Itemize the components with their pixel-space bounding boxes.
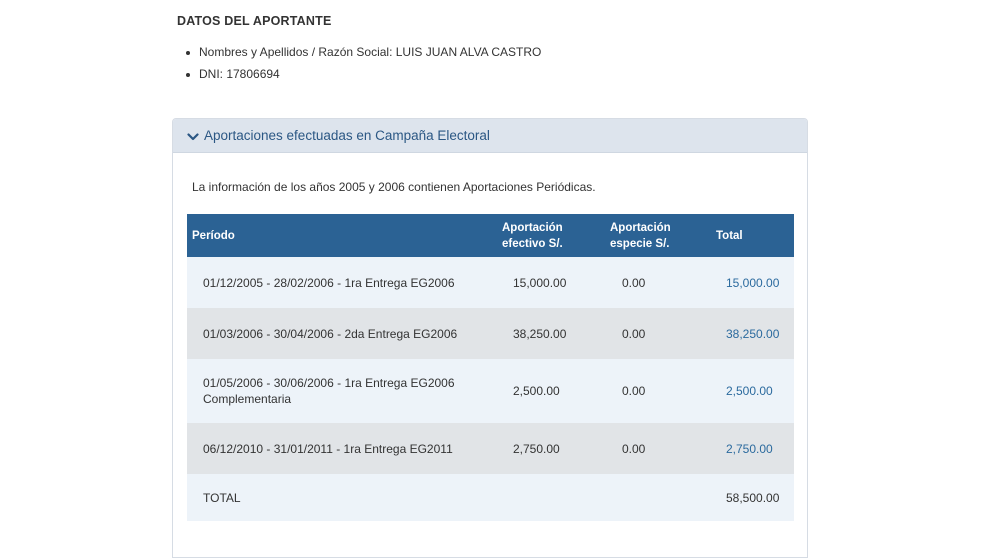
cell-total-link[interactable]: 2,750.00 [716, 423, 794, 474]
col-efectivo-line1: Aportación [502, 221, 563, 234]
list-item: Nombres y Apellidos / Razón Social: LUIS… [184, 44, 541, 66]
cell-empty [502, 474, 610, 521]
cell-especie: 0.00 [610, 423, 716, 474]
cell-especie: 0.00 [610, 359, 716, 423]
table-row: 01/05/2006 - 30/06/2006 - 1ra Entrega EG… [187, 359, 794, 423]
col-total: Total [716, 214, 794, 257]
aportaciones-panel-toggle[interactable]: Aportaciones efectuadas en Campaña Elect… [173, 119, 807, 153]
cell-total-link[interactable]: 38,250.00 [716, 308, 794, 359]
cell-especie: 0.00 [610, 308, 716, 359]
aportante-name: Nombres y Apellidos / Razón Social: LUIS… [199, 45, 542, 59]
cell-periodo: 01/12/2005 - 28/02/2006 - 1ra Entrega EG… [187, 257, 502, 308]
cell-periodo: 06/12/2010 - 31/01/2011 - 1ra Entrega EG… [187, 423, 502, 474]
table-header-row: Período Aportación efectivo S/. Aportaci… [187, 214, 794, 257]
table-total-row: TOTAL 58,500.00 [187, 474, 794, 521]
table-row: 06/12/2010 - 31/01/2011 - 1ra Entrega EG… [187, 423, 794, 474]
cell-efectivo: 2,500.00 [502, 359, 610, 423]
cell-total-link[interactable]: 2,500.00 [716, 359, 794, 423]
info-note: La información de los años 2005 y 2006 c… [192, 180, 596, 194]
cell-total-link[interactable]: 15,000.00 [716, 257, 794, 308]
panel-title: Aportaciones efectuadas en Campaña Elect… [204, 128, 490, 143]
col-efectivo: Aportación efectivo S/. [502, 214, 610, 257]
cell-especie: 0.00 [610, 257, 716, 308]
list-item: DNI: 17806694 [184, 66, 541, 88]
cell-periodo: 01/05/2006 - 30/06/2006 - 1ra Entrega EG… [187, 359, 502, 423]
cell-empty [610, 474, 716, 521]
aportante-info-list: Nombres y Apellidos / Razón Social: LUIS… [184, 44, 541, 88]
chevron-down-icon [187, 130, 199, 142]
cell-efectivo: 15,000.00 [502, 257, 610, 308]
cell-efectivo: 2,750.00 [502, 423, 610, 474]
aportante-dni: DNI: 17806694 [199, 67, 280, 81]
cell-efectivo: 38,250.00 [502, 308, 610, 359]
bullet-icon [186, 73, 190, 77]
total-value: 58,500.00 [716, 474, 794, 521]
col-efectivo-line2: efectivo S/. [502, 237, 563, 250]
col-especie: Aportación especie S/. [610, 214, 716, 257]
table-row: 01/12/2005 - 28/02/2006 - 1ra Entrega EG… [187, 257, 794, 308]
cell-periodo-line2: Complementaria [203, 392, 292, 406]
table-row: 01/03/2006 - 30/04/2006 - 2da Entrega EG… [187, 308, 794, 359]
col-periodo: Período [187, 214, 502, 257]
col-especie-line2: especie S/. [610, 237, 670, 250]
bullet-icon [186, 51, 190, 55]
cell-periodo: 01/03/2006 - 30/04/2006 - 2da Entrega EG… [187, 308, 502, 359]
cell-periodo-line1: 01/05/2006 - 30/06/2006 - 1ra Entrega EG… [203, 376, 455, 390]
col-especie-line1: Aportación [610, 221, 671, 234]
aportante-section-title: DATOS DEL APORTANTE [177, 14, 332, 28]
total-label: TOTAL [187, 474, 502, 521]
aportaciones-panel: Aportaciones efectuadas en Campaña Elect… [172, 118, 808, 558]
aportaciones-table: Período Aportación efectivo S/. Aportaci… [187, 214, 794, 521]
